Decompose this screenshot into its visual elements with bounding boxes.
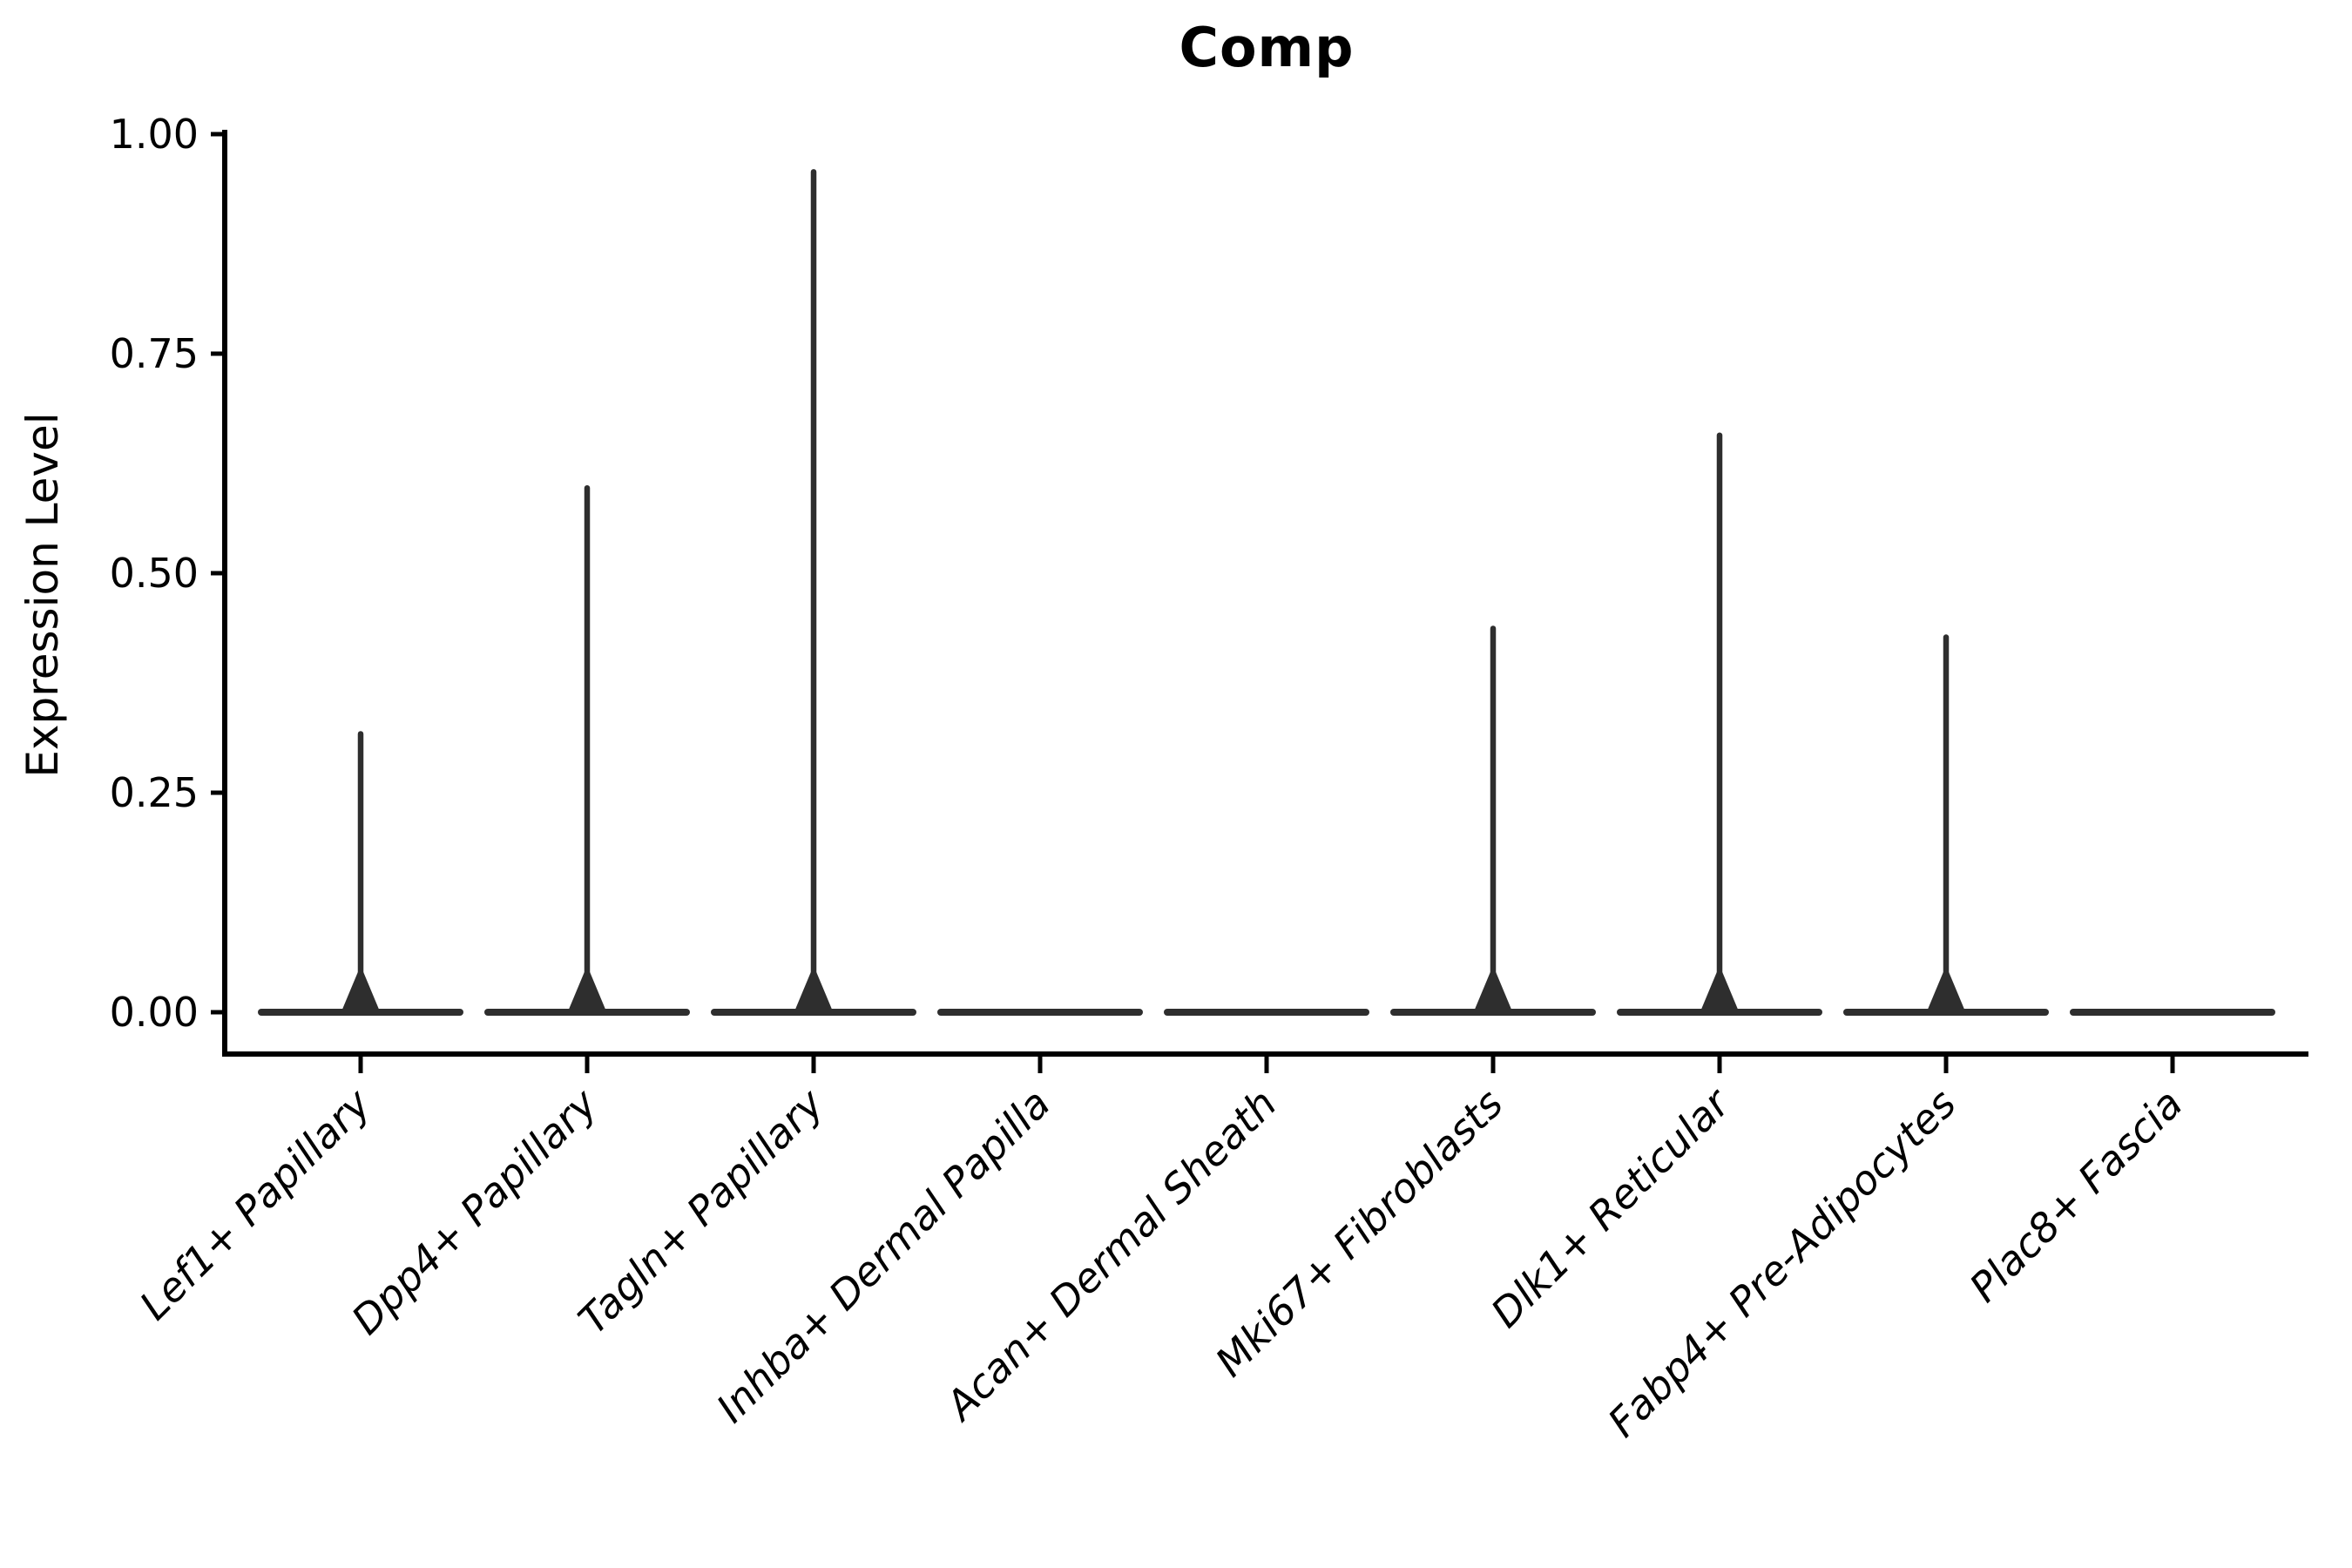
- violin-body: [1164, 1009, 1369, 1016]
- violin-body: [711, 1009, 916, 1016]
- violin-base-flare: [794, 972, 833, 1011]
- y-tick-label: 1.00: [110, 111, 199, 158]
- violin-acan-dermal-sheath: [1164, 1009, 1369, 1016]
- violin-dpp4-papillary: [484, 484, 690, 1016]
- violin-body: [937, 1009, 1143, 1016]
- violin-body: [2070, 1009, 2275, 1016]
- violin-body: [484, 1009, 690, 1016]
- violin-body: [1617, 1009, 1822, 1016]
- y-tick-label: 0.00: [110, 989, 199, 1036]
- violin-dlk1-reticular: [1617, 432, 1822, 1016]
- x-category-label-tagln-papillary: Tagln+ Papillary: [569, 1079, 833, 1343]
- violin-body: [1390, 1009, 1596, 1016]
- x-category-label-dpp4-papillary: Dpp4+ Papillary: [342, 1079, 606, 1343]
- x-category-label-plac8-fascia: Plac8+ Fascia: [1960, 1080, 2191, 1311]
- violin-body: [1843, 1009, 2049, 1016]
- violin-lef1-papillary: [258, 731, 463, 1016]
- violin-base-flare: [341, 972, 380, 1011]
- violin-base-flare: [1474, 972, 1512, 1011]
- x-category-label-lef1-papillary: Lef1+ Papillary: [131, 1079, 380, 1328]
- y-tick-label: 0.50: [110, 550, 199, 597]
- x-category-label-dlk1-reticular: Dlk1+ Reticular: [1482, 1078, 1740, 1336]
- violin-fabp4-pre-adipocytes: [1843, 634, 2049, 1016]
- y-tick-label: 0.75: [110, 330, 199, 377]
- violin-base-flare: [568, 972, 606, 1011]
- violin-base-flare: [1927, 972, 1965, 1011]
- violin-inhba-dermal-papilla: [937, 1009, 1143, 1016]
- chart-title: Comp: [1179, 16, 1355, 79]
- y-tick-label: 0.25: [110, 769, 199, 816]
- violin-body: [258, 1009, 463, 1016]
- violin-base-flare: [1700, 972, 1739, 1011]
- violin-tagln-papillary: [711, 169, 916, 1016]
- violin-plac8-fascia: [2070, 1009, 2275, 1016]
- violin-mki67-fibroblasts: [1390, 625, 1596, 1016]
